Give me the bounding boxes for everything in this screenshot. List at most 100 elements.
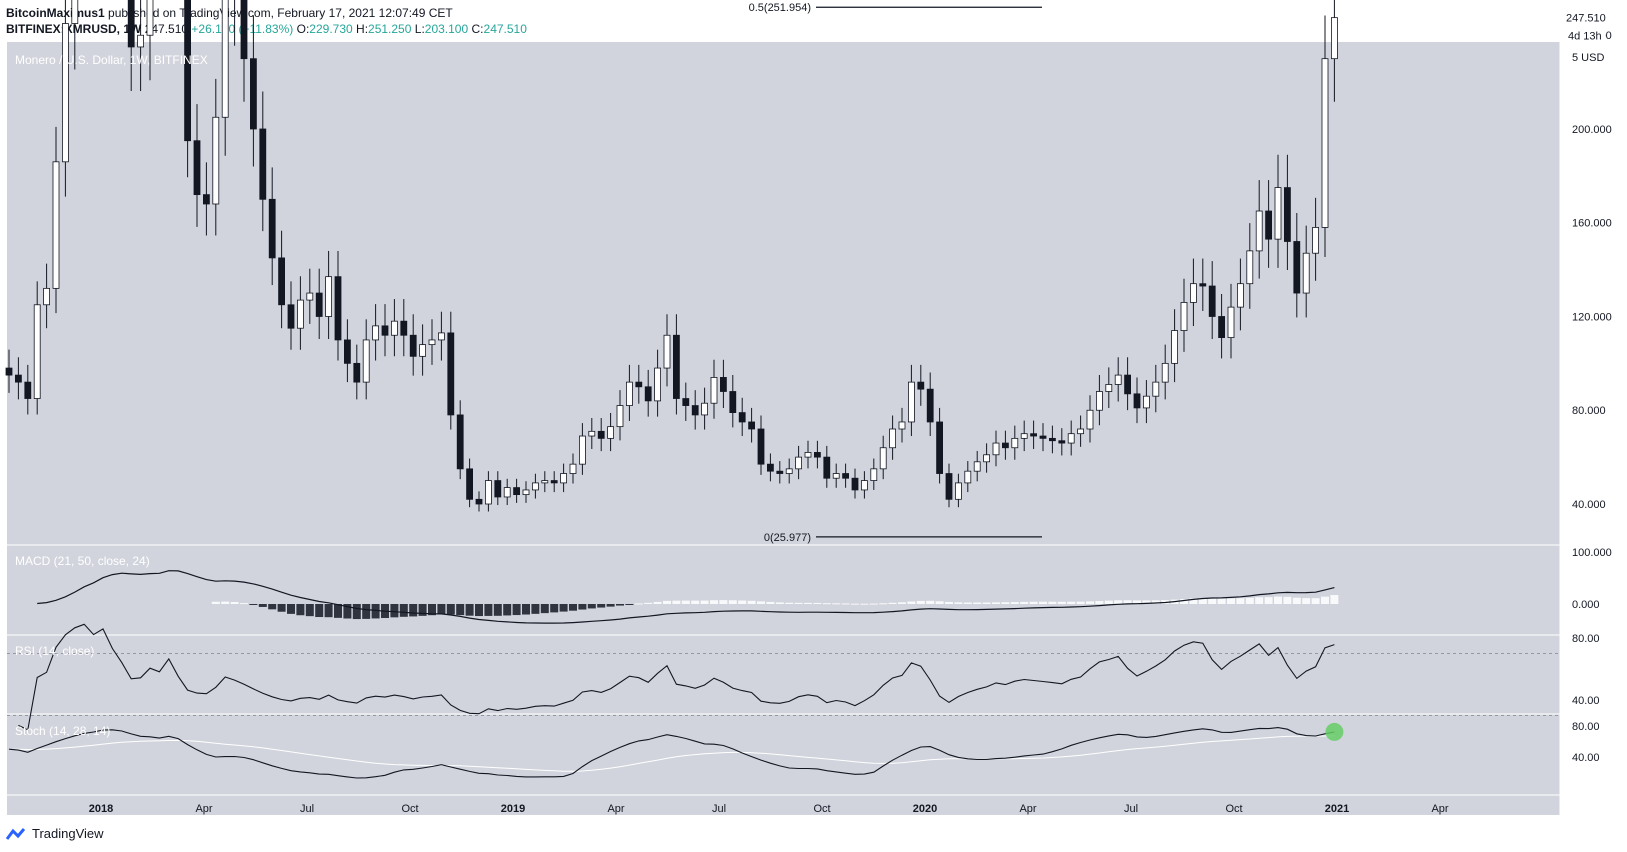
macd-histogram-bar [766,601,775,604]
macd-histogram-bar [954,602,963,604]
candle-body [644,386,652,402]
macd-histogram-bar [399,604,408,617]
macd-tick-label: 100.000 [1572,547,1612,559]
macd-histogram-bar [841,603,850,605]
macd-histogram-bar [738,600,747,604]
candle-body [607,426,614,439]
rsi-line [18,623,1335,731]
candle-body [456,414,464,470]
candle-body [1124,374,1131,395]
macd-histogram-bar [437,604,446,615]
candle-body [334,276,342,341]
macd-histogram-bar [813,602,822,604]
candle-body [1067,433,1075,444]
countdown-label: 4d 13h [1568,31,1602,43]
macd-pane: 100.000 0.000 [37,547,1612,624]
candle-body [1312,227,1319,254]
candle-body [428,339,436,346]
high-value: 251.250 [368,22,412,36]
tradingview-brand[interactable]: TradingView [6,826,104,841]
candle-body [1114,374,1122,385]
candle-body [240,0,248,60]
last-price-tag [1561,9,1613,26]
macd-histogram-bar [832,603,841,605]
macd-histogram-bar [1321,596,1329,604]
candle-body [663,334,671,369]
candle-body [212,116,220,205]
macd-histogram-bar [211,601,220,604]
macd-histogram-bar [1302,598,1311,604]
candle-body [503,487,511,498]
open-value: 229.730 [309,22,353,36]
candle-body [1227,306,1235,338]
macd-line [37,570,1335,624]
candle-body [315,292,323,317]
macd-histogram-bar [1123,600,1132,604]
candle-body [400,320,408,336]
macd-histogram-bar [1020,601,1029,604]
macd-histogram-bar [747,600,756,604]
candle-body [1133,393,1141,409]
macd-histogram-bar [512,604,521,616]
macd-histogram-bar [691,600,700,604]
candle-body [43,287,50,306]
candle-body [390,320,398,336]
macd-histogram-bar [1104,600,1113,604]
candle-body [597,430,605,439]
macd-histogram-bar [409,604,418,617]
price-scale-label: 5 USD [1572,52,1604,64]
macd-histogram-bar [522,604,530,615]
time-tick-label: 2018 [89,803,113,815]
macd-histogram-bar [804,602,812,604]
macd-histogram-bar [475,604,483,617]
candle-body [1171,330,1178,364]
candle-body [870,468,878,481]
time-tick-label: Apr [607,803,624,815]
macd-histogram-bar [1001,602,1010,604]
candle-body [1265,210,1272,240]
candle-body [259,128,267,200]
candle-body [729,391,737,413]
price-tick-label: 80.000 [1572,405,1606,417]
main-pane: 1(477.931)0.786(381.213)0.5(251.954)0(25… [5,0,1613,544]
candle-body [409,334,417,357]
macd-histogram-bar [860,603,869,605]
macd-histogram-bar [1292,597,1301,604]
candle-body [1143,395,1150,409]
time-tick-label: Apr [195,803,212,815]
candle-body [992,442,1000,456]
last-price: 247.510 [144,22,189,36]
macd-histogram-bar [352,604,361,620]
price-tick-label: 200.000 [1572,124,1612,136]
rsi-pane: 80.00 40.00 [7,623,1600,731]
macd-histogram-bar [663,600,671,604]
candle-body [325,276,333,317]
macd-histogram-bar [540,604,549,614]
candle-body [748,421,755,430]
candle-body [917,381,925,390]
candle-body [879,447,887,470]
macd-histogram-bar [625,604,634,605]
candle-body [720,377,727,392]
time-tick-label: Jul [712,803,726,815]
candle-body [14,374,22,383]
stoch-tick-label: 40.00 [1572,752,1600,764]
candle-body [654,367,661,402]
candle-body [926,388,934,423]
macd-histogram-bar [258,604,267,607]
candle-body [701,402,708,416]
macd-histogram-bar [1039,601,1047,604]
author-name[interactable]: BitcoinMaximus1 [6,6,105,20]
time-tick-label: Jul [300,803,314,815]
macd-histogram-bar [1133,600,1141,604]
time-tick-label: Apr [1431,803,1448,815]
candle-body [437,332,445,341]
macd-histogram-bar [362,604,371,619]
candle-body [795,456,802,470]
macd-histogram-bar [1180,598,1188,604]
candle-body [494,480,502,498]
candle-body [447,332,455,416]
candle-body [1199,283,1207,287]
time-tick-label: 2019 [501,803,525,815]
